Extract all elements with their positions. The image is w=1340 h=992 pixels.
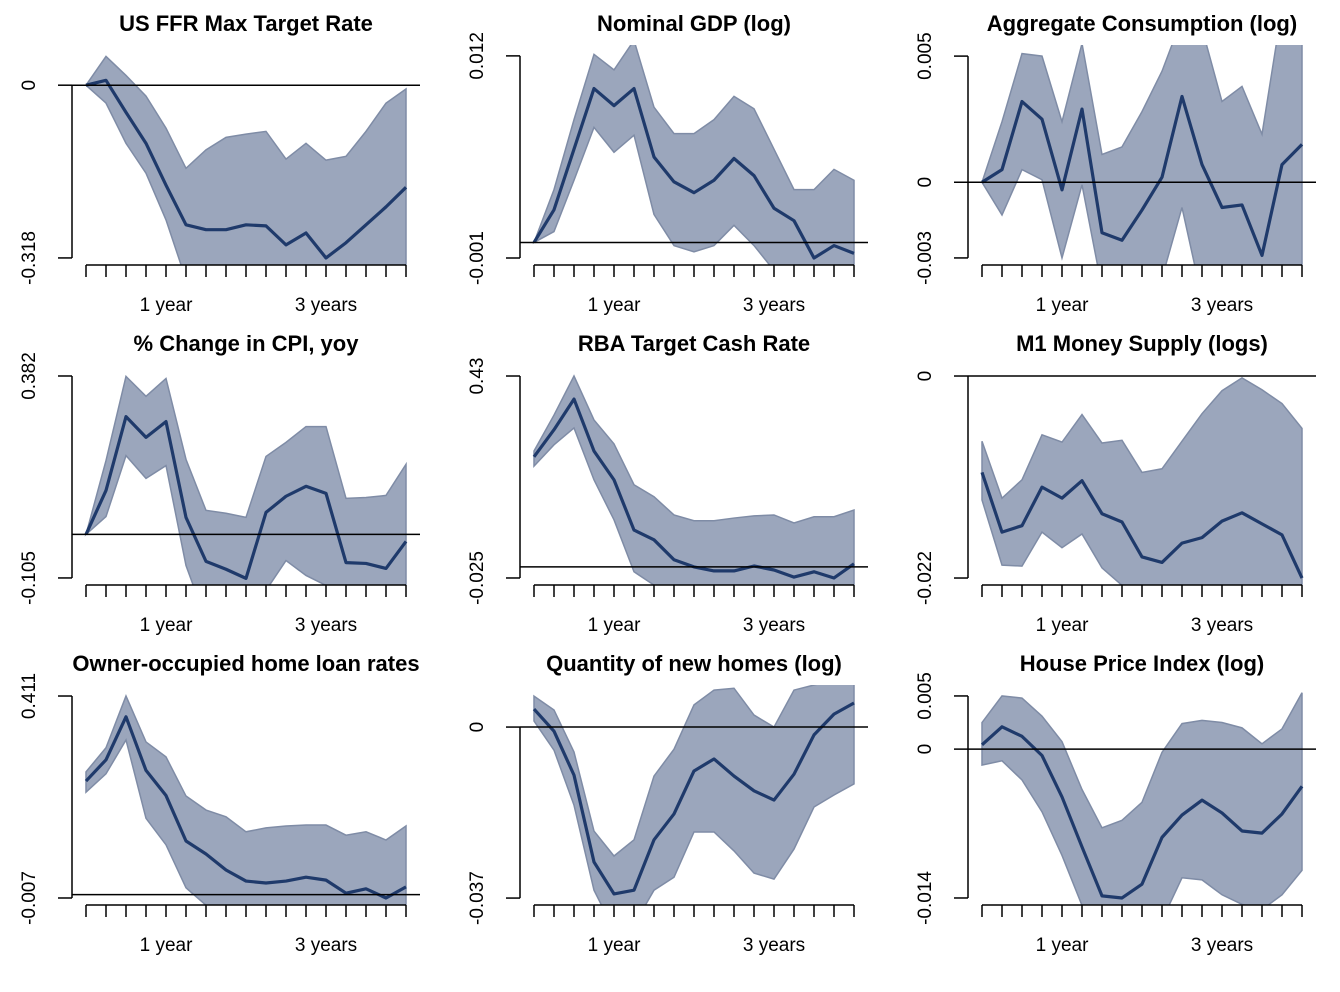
- x-tick-label: 1 year: [140, 295, 193, 316]
- chart-title: M1 Money Supply (logs): [1016, 331, 1268, 356]
- y-tick-label: 0: [467, 722, 488, 733]
- y-tick-label: 0.005: [915, 32, 936, 80]
- plot-area: [85, 55, 408, 265]
- y-tick-label: 0.005: [915, 672, 936, 720]
- x-tick-label: 3 years: [743, 615, 805, 636]
- y-tick-label: 0: [915, 371, 936, 382]
- chart-title: US FFR Max Target Rate: [119, 11, 373, 36]
- x-tick-label: 1 year: [1036, 615, 1089, 636]
- plot-area: [84, 694, 407, 905]
- y-tick-label: -0.105: [19, 551, 40, 605]
- response-line: [980, 471, 1304, 579]
- panel: M1 Money Supply (logs) -0.022 0 1 year 3 yea…: [915, 331, 1316, 636]
- confidence-band: [533, 685, 855, 905]
- panel: RBA Target Cash Rate -0.025 0.43 1 year 3 ye…: [467, 331, 868, 636]
- panel: Quantity of new homes (log) -0.037 0 1 year…: [467, 651, 868, 956]
- response-line: [85, 78, 408, 260]
- y-tick-label: 0.382: [19, 352, 40, 400]
- chart-title: Aggregate Consumption (log): [987, 11, 1297, 36]
- y-tick-label: 0.411: [19, 673, 40, 719]
- y-tick-label: -0.007: [19, 871, 40, 925]
- y-tick-label: -0.022: [915, 551, 936, 605]
- response-line: [532, 86, 855, 260]
- x-tick-label: 3 years: [295, 615, 357, 636]
- plot-area: [532, 685, 855, 905]
- x-tick-label: 1 year: [588, 615, 641, 636]
- y-tick-label: 0: [19, 80, 40, 91]
- confidence-band: [532, 45, 855, 265]
- response-line: [981, 94, 1304, 258]
- chart-title: Quantity of new homes (log): [546, 651, 842, 676]
- x-tick-label: 1 year: [140, 615, 193, 636]
- response-line: [532, 701, 855, 896]
- panel: Aggregate Consumption (log) -0.003 0 0.005 1…: [915, 11, 1316, 316]
- y-tick-label: 0: [915, 744, 936, 755]
- x-tick-label: 3 years: [295, 935, 357, 956]
- panel: Owner-occupied home loan rates -0.007 0.41…: [19, 651, 420, 956]
- chart-title: Nominal GDP (log): [597, 11, 791, 36]
- y-tick-label: 0.012: [467, 32, 488, 80]
- x-tick-label: 3 years: [295, 295, 357, 316]
- x-tick-label: 1 year: [140, 935, 193, 956]
- y-tick-label: 0.43: [467, 358, 488, 395]
- plot-area: [980, 376, 1304, 585]
- response-line: [84, 715, 407, 900]
- confidence-band: [981, 692, 1303, 905]
- x-tick-label: 3 years: [1191, 295, 1253, 316]
- chart-title: House Price Index (log): [1020, 651, 1265, 676]
- panel: US FFR Max Target Rate -0.318 0 1 year 3 yea…: [19, 11, 420, 316]
- chart-title: % Change in CPI, yoy: [134, 331, 360, 356]
- x-tick-label: 3 years: [743, 295, 805, 316]
- panel: Nominal GDP (log) -0.001 0.012 1 year 3 year…: [467, 11, 868, 316]
- chart-title: RBA Target Cash Rate: [578, 331, 810, 356]
- panel: % Change in CPI, yoy -0.105 0.382 1 year 3 y…: [19, 331, 420, 636]
- confidence-band: [981, 45, 1303, 265]
- x-tick-label: 3 years: [743, 935, 805, 956]
- confidence-band: [85, 694, 407, 905]
- chart-title: Owner-occupied home loan rates: [72, 651, 419, 676]
- x-tick-label: 1 year: [588, 295, 641, 316]
- y-tick-label: -0.014: [915, 871, 936, 925]
- plot-area: [981, 45, 1304, 265]
- confidence-band: [981, 376, 1303, 585]
- x-tick-label: 1 year: [588, 935, 641, 956]
- panel: House Price Index (log) -0.014 0 0.005 1 yea…: [915, 651, 1316, 956]
- y-tick-label: -0.025: [467, 551, 488, 605]
- y-tick-label: -0.318: [19, 231, 40, 285]
- y-tick-label: 0: [915, 177, 936, 188]
- response-line: [84, 415, 408, 580]
- plot-area: [84, 374, 408, 585]
- x-tick-label: 1 year: [1036, 295, 1089, 316]
- y-tick-label: -0.001: [467, 231, 488, 285]
- confidence-band: [533, 374, 855, 585]
- y-tick-label: -0.037: [467, 871, 488, 925]
- confidence-band: [84, 374, 407, 585]
- confidence-band: [85, 55, 407, 265]
- y-tick-label: -0.003: [915, 231, 936, 285]
- x-tick-label: 3 years: [1191, 615, 1253, 636]
- x-tick-label: 3 years: [1191, 935, 1253, 956]
- plot-area: [980, 692, 1304, 905]
- plot-area: [532, 45, 855, 265]
- x-tick-label: 1 year: [1036, 935, 1089, 956]
